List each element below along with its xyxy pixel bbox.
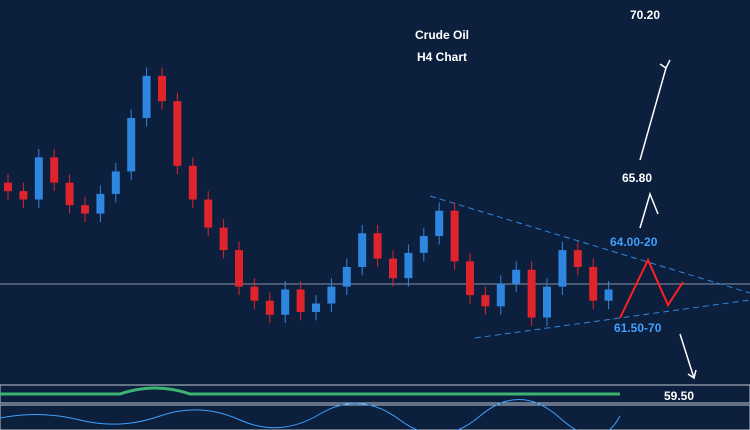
candle-body: [96, 193, 105, 214]
candle-body: [373, 233, 382, 259]
candle-body: [219, 227, 228, 251]
arrow-head: [687, 369, 697, 380]
chart-title: Crude Oil: [415, 28, 469, 42]
candle-body: [250, 286, 259, 301]
candle-body: [481, 295, 490, 307]
arrow: [679, 333, 695, 379]
candle-body: [450, 210, 459, 262]
candle-body: [419, 236, 428, 253]
candle-body: [50, 157, 59, 183]
level-label: 65.80: [622, 171, 652, 185]
candle-body: [435, 210, 444, 237]
candle-body: [527, 269, 536, 318]
trendline: [474, 299, 750, 339]
candle-body: [81, 205, 89, 214]
candle-body: [558, 250, 567, 287]
level-label: 70.20: [630, 8, 660, 22]
candle-body: [188, 165, 197, 200]
candle-body: [265, 300, 274, 315]
candle-body: [496, 283, 505, 307]
oscillator: [0, 386, 620, 396]
oscillator: [0, 399, 621, 430]
candle-body: [404, 252, 413, 279]
candle-body: [389, 258, 397, 279]
projection: [619, 257, 684, 319]
arrow: [639, 67, 667, 161]
candle-body: [34, 157, 43, 200]
candle-body: [342, 266, 351, 287]
candle-body: [327, 286, 336, 304]
indicator-panel: [0, 404, 750, 430]
level-label: 61.50-70: [614, 321, 662, 335]
candle-body: [111, 171, 120, 194]
level-label: 64.00-20: [610, 235, 658, 249]
candle-body: [173, 101, 182, 166]
candle-body: [281, 289, 290, 315]
trendline: [429, 195, 750, 294]
candle-body: [19, 191, 28, 200]
candle-body: [573, 250, 582, 267]
candle-body: [65, 182, 74, 206]
chart-subtitle: H4 Chart: [417, 50, 467, 64]
candle-body: [466, 261, 474, 296]
candle-body: [158, 75, 166, 102]
candle-body: [4, 182, 12, 192]
candle-body: [127, 118, 136, 172]
candle-body: [142, 75, 151, 119]
candle-body: [235, 250, 243, 287]
arrow: [639, 191, 659, 229]
candle-body: [204, 199, 213, 228]
candle-body: [604, 289, 613, 301]
candle-body: [512, 269, 521, 284]
level-label: 59.50: [664, 389, 694, 403]
candle-body: [589, 266, 598, 301]
candle-body: [543, 286, 551, 318]
arrow-head: [659, 59, 671, 70]
candle-body: [358, 233, 367, 267]
candle-body: [296, 289, 305, 312]
candle-body: [312, 303, 320, 312]
